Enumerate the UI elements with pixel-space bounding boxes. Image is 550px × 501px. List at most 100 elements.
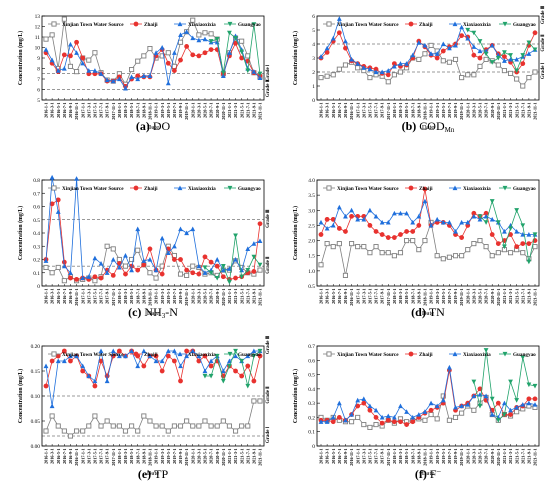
data-point (508, 56, 513, 62)
x-tick-label: 2020-7-1 (209, 103, 214, 118)
data-point (373, 69, 379, 75)
data-point (520, 83, 526, 89)
legend-entry: Guangyao (238, 22, 261, 28)
data-point (184, 348, 190, 354)
x-tick-label: 2021-9-1 (251, 449, 256, 464)
data-point (404, 229, 409, 234)
data-point (61, 278, 67, 284)
x-tick-label: 2019-11-1 (459, 103, 464, 120)
data-point (318, 419, 324, 424)
x-tick-label: 2018-9-1 (141, 449, 146, 464)
data-point (507, 250, 514, 256)
data-point (404, 422, 409, 427)
x-tick-label: 2018-7-1 (410, 289, 415, 304)
x-tick-label: 2020-11-1 (221, 289, 226, 306)
x-tick-label: 2019-11-1 (184, 449, 189, 466)
x-tick-label: 2019-1-1 (429, 449, 434, 464)
data-point (440, 256, 446, 262)
x-tick-label: 2018-3-1 (398, 449, 403, 464)
data-point (67, 63, 74, 69)
data-point (434, 51, 440, 56)
y-tick-label: 0.5 (308, 284, 315, 290)
data-point (86, 57, 92, 63)
series-line-4 (479, 199, 536, 262)
y-tick-label: 2 (312, 70, 315, 76)
data-point (239, 358, 245, 364)
data-point (147, 353, 153, 359)
data-point (453, 404, 458, 410)
x-tick-label: 2021-5-1 (514, 103, 519, 118)
data-point (361, 396, 367, 401)
x-tick-label: 2016-5-1 (331, 103, 336, 118)
data-point (245, 68, 251, 74)
data-point (428, 412, 434, 418)
data-point (214, 257, 220, 262)
data-point (349, 207, 354, 213)
data-point (98, 348, 104, 354)
data-point (251, 353, 257, 359)
x-tick-label: 2017-9-1 (105, 103, 110, 118)
x-tick-label: 2020-1-1 (465, 289, 470, 304)
data-point (324, 241, 330, 247)
x-tick-label: 2018-1-1 (392, 103, 397, 118)
x-tick-label: 2018-5-1 (404, 449, 409, 464)
data-point (514, 228, 520, 234)
data-point (440, 58, 446, 64)
data-point (398, 419, 403, 425)
x-tick-label: 2016-3-1 (325, 289, 330, 304)
data-point (74, 69, 80, 75)
x-tick-label: 2018-11-1 (423, 289, 428, 306)
data-point (80, 275, 86, 281)
data-point (177, 271, 184, 277)
x-tick-label: 2021-5-1 (514, 449, 519, 464)
x-tick-label: 2021-5-1 (239, 103, 244, 118)
legend-entry: Xinjian Town Water Source (62, 352, 124, 358)
data-point (514, 398, 520, 403)
x-tick-label: 2016-7-1 (337, 103, 342, 118)
x-tick-label: 2019-9-1 (178, 289, 183, 304)
x-tick-label: 2017-11-1 (111, 103, 116, 120)
legend-entry: Xinjian Town Water Source (337, 352, 399, 358)
data-point (104, 243, 110, 249)
data-point (447, 45, 452, 51)
data-point (477, 403, 483, 409)
data-point (343, 45, 348, 51)
x-tick-label: 2021-7-1 (245, 449, 250, 464)
data-point (495, 241, 501, 246)
data-point (453, 228, 458, 234)
x-tick-label: 2020-5-1 (478, 103, 483, 118)
x-tick-label: 2019-3-1 (435, 449, 440, 464)
data-point (80, 60, 86, 66)
data-point (49, 413, 55, 419)
data-point (526, 259, 532, 265)
legend-entry: Xiaxiaoxixia (188, 22, 216, 28)
x-tick-label: 2018-11-1 (423, 449, 428, 466)
data-point (196, 32, 202, 38)
x-tick-label: 2020-3-1 (196, 289, 201, 304)
data-point (489, 216, 495, 222)
legend-marker (51, 351, 57, 357)
data-point (190, 17, 196, 23)
x-tick-label: 2016-11-1 (349, 449, 354, 466)
data-point (184, 230, 190, 236)
y-tick-label: 0 (312, 98, 315, 104)
data-point (141, 363, 147, 369)
data-point (379, 250, 385, 256)
data-point (391, 72, 397, 78)
data-point (202, 418, 208, 424)
data-point (318, 232, 324, 237)
legend-entry: Zhaiji (144, 22, 158, 28)
x-tick-label: 2018-1-1 (117, 449, 122, 464)
data-point (141, 413, 147, 419)
data-point (373, 407, 379, 413)
x-tick-label: 2018-3-1 (398, 103, 403, 118)
x-tick-label: 2021-1-1 (502, 103, 507, 118)
legend-entry: Xiaxiaoxixia (463, 186, 491, 192)
data-point (428, 42, 434, 48)
data-point (92, 383, 98, 389)
data-point (343, 38, 348, 44)
data-point (116, 348, 122, 354)
legend-marker (133, 351, 139, 357)
x-tick-label: 2020-1-1 (190, 449, 195, 464)
data-point (257, 221, 263, 227)
